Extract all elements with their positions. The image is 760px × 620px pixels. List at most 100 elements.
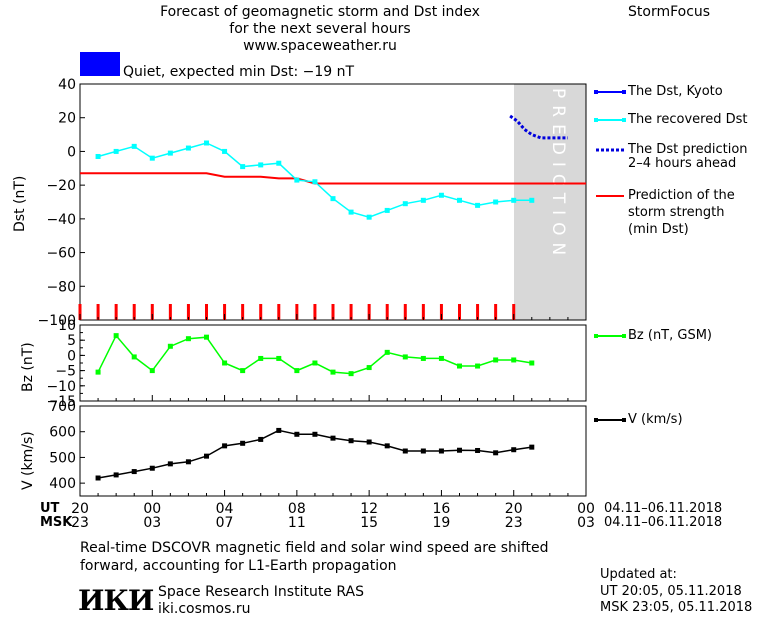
v-point: [167, 461, 173, 467]
v-line: [97, 429, 532, 479]
footer-note-line-2: forward, accounting for L1-Earth propaga…: [80, 558, 397, 574]
bz-point: [402, 354, 408, 360]
msk-tick-label: 15: [360, 515, 379, 531]
ut-date-range: 04.11–06.11.2018: [604, 501, 723, 516]
dst-y-tick-label: 0: [67, 144, 76, 160]
bz-y-tick-label: −10: [46, 379, 76, 395]
updated-label: Updated at:: [600, 567, 677, 582]
bz-y-tick-label: 10: [58, 318, 76, 334]
v-point: [113, 472, 119, 478]
legend-v: V (km/s): [628, 412, 683, 427]
recovered-dst-point: [240, 164, 246, 170]
ut-tick-label: 20: [504, 501, 523, 517]
recovered-dst-point: [95, 153, 101, 159]
dst-series: [80, 114, 586, 220]
ut-axis-label: UT: [40, 501, 60, 516]
bz-y-tick-label: −5: [55, 364, 76, 380]
recovered-dst-point: [222, 148, 228, 154]
institute-name: Space Research Institute RAS: [158, 584, 364, 600]
recovered-dst-point: [475, 202, 481, 208]
updated-ut: UT 20:05, 05.11.2018: [600, 584, 742, 599]
recovered-dst-point: [493, 199, 499, 205]
v-point: [366, 439, 372, 445]
msk-axis-label: MSK: [40, 515, 73, 530]
recovered-dst-point: [330, 196, 336, 202]
msk-tick-label: 11: [287, 515, 306, 531]
bz-point: [95, 369, 101, 375]
v-point: [312, 431, 318, 437]
bz-point: [204, 334, 209, 340]
dst-y-tick-label: −80: [46, 279, 76, 295]
recovered-dst-point: [185, 145, 191, 151]
bz-point: [258, 355, 264, 361]
dst-y-tick-label: −40: [46, 212, 76, 228]
recovered-dst-point: [294, 177, 300, 183]
msk-date-range: 04.11–06.11.2018: [604, 515, 723, 530]
bz-point: [167, 343, 173, 349]
bz-point: [312, 360, 318, 366]
legend: [594, 90, 626, 422]
v-point: [240, 440, 246, 446]
dst-y-tick-label: −60: [46, 246, 76, 262]
recovered-dst-point: [457, 197, 462, 203]
updated-msk: MSK 23:05, 05.11.2018: [600, 600, 753, 615]
recovered-dst-point: [113, 148, 119, 154]
prediction-label: PREDICTION: [548, 88, 568, 262]
v-point: [438, 448, 444, 454]
v-point: [420, 448, 426, 454]
bz-point: [457, 363, 462, 369]
v-point: [511, 447, 517, 453]
ut-tick-label: 12: [360, 501, 379, 517]
msk-tick-label: 03: [577, 515, 595, 531]
bz-y-tick-label: −15: [46, 394, 76, 410]
recovered-dst-point: [420, 197, 426, 203]
recovered-dst-point: [402, 201, 408, 207]
recovered-dst-point: [348, 209, 354, 215]
ut-tick-label: 16: [432, 501, 451, 517]
v-panel: 700 600 500 400 V (km/s): [20, 399, 587, 497]
msk-tick-label: 07: [215, 515, 234, 531]
v-point: [204, 453, 209, 459]
legend-storm-line-1: Prediction of the: [628, 188, 735, 203]
v-point: [185, 459, 191, 465]
v-point: [529, 444, 535, 450]
storm-strength-line: [80, 172, 586, 185]
ut-tick-label: 08: [287, 501, 306, 517]
msk-tick-label: 23: [71, 515, 89, 531]
bz-point: [493, 357, 499, 363]
v-point: [149, 465, 155, 471]
recovered-dst-point: [204, 140, 209, 146]
legend-prediction-line-2: 2–4 hours ahead: [628, 156, 737, 171]
dst-y-tick-label: 40: [58, 77, 76, 93]
recovered-dst-point: [438, 192, 444, 198]
recovered-dst-point: [366, 214, 372, 220]
bz-point: [276, 355, 282, 361]
bz-point: [529, 360, 535, 366]
status-text: Quiet, expected min Dst: −19 nT: [123, 64, 355, 80]
dst-frame: [79, 83, 587, 321]
brand-name: StormFocus: [628, 4, 711, 20]
bz-y-tick-label: 5: [67, 333, 76, 349]
time-axis-ticks: [79, 314, 587, 496]
institute-site[interactable]: iki.cosmos.ru: [158, 601, 251, 617]
v-y-ticks: 700 600 500 400: [49, 399, 85, 492]
v-point: [475, 447, 481, 453]
bz-point: [330, 369, 336, 375]
status-swatch: [80, 52, 120, 76]
msk-tick-label: 03: [143, 515, 162, 531]
bz-point: [240, 368, 246, 374]
v-series: [95, 427, 535, 481]
dst-y-tick-label: −100: [38, 313, 76, 329]
bz-y-tick-label: 0: [67, 348, 76, 364]
msk-tick-label: 23: [504, 515, 523, 531]
v-y-tick-label: 600: [49, 425, 76, 441]
bz-point: [420, 355, 426, 361]
dst-prediction-line: [509, 114, 568, 140]
source-url[interactable]: www.spaceweather.ru: [243, 38, 397, 54]
legend-storm-line-3: (min Dst): [628, 222, 689, 237]
bz-point: [511, 357, 517, 363]
legend-bz: Bz (nT, GSM): [628, 328, 713, 343]
v-point: [348, 438, 354, 444]
